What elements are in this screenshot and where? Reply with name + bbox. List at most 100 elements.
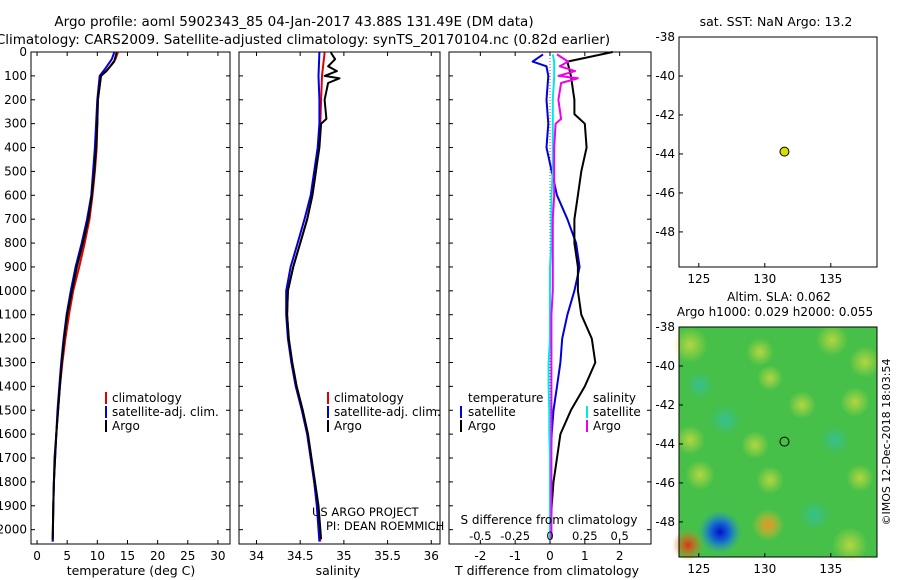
s-tick-label: -0.5	[469, 529, 491, 543]
sla-blob	[675, 425, 705, 455]
legend-label-temp-satellite: satellite	[468, 405, 516, 419]
sla-blob-positive	[672, 529, 704, 561]
map-y-tick-label: -46	[655, 186, 675, 200]
depth-tick-label: 1100	[0, 308, 27, 322]
s-difference-axis-label: S difference from climatology	[461, 513, 638, 527]
depth-tick-label: 600	[4, 188, 27, 202]
map-x-tick-label: 135	[819, 272, 842, 286]
sla-heatmap-anomalies	[672, 324, 881, 563]
map-y-tick-label: -48	[655, 515, 675, 529]
map-y-tick-label: -40	[655, 69, 675, 83]
map-x-tick-label: 130	[753, 562, 776, 576]
x-tick-label: 5	[63, 549, 71, 563]
map-y-tick-label: -46	[655, 476, 675, 490]
depth-tick-label: 300	[4, 117, 27, 131]
x-tick-label: 20	[150, 549, 165, 563]
depth-tick-label: 1700	[0, 451, 27, 465]
legend-label-sal-satellite: satellite	[593, 405, 641, 419]
sla-blob	[816, 324, 848, 356]
depth-tick-label: 800	[4, 236, 27, 250]
depth-tick-label: 200	[4, 93, 27, 107]
sla-heatmap	[672, 324, 881, 563]
map-x-tick-label: 130	[753, 272, 776, 286]
project-credit-line-2: PI: DEAN ROEMMICH	[326, 519, 444, 533]
sst-map-plot: 125 130 135 -38 -40 -42 -44 -46 -48	[655, 30, 842, 286]
map-y-tick-label: -38	[655, 30, 675, 44]
sla-blob	[756, 466, 784, 494]
depth-tick-label: 1200	[0, 332, 27, 346]
difference-salinity-legend: salinity satellite Argo	[586, 391, 641, 433]
sla-blob	[757, 365, 783, 391]
x-tick-label: 35.5	[374, 549, 401, 563]
depth-tick-label: 0	[19, 45, 27, 59]
sla-map-plot: 125 130 135 -38 -40 -42 -44 -46 -48	[655, 320, 842, 576]
map-y-tick-label: -48	[655, 225, 675, 239]
depth-tick-label: 1000	[0, 284, 27, 298]
depth-tick-label: 2000	[0, 523, 27, 537]
series-line-salinity-satellite	[547, 54, 556, 540]
difference-temperature-legend: temperature satellite Argo	[460, 391, 543, 433]
s-tick-label: 0	[546, 529, 553, 543]
t-difference-axis-label: T difference from climatology	[454, 563, 640, 578]
sla-map-title-1: Altim. SLA: 0.062	[727, 290, 831, 304]
legend-label-argo: Argo	[334, 419, 362, 433]
map-y-tick-label: -44	[655, 147, 675, 161]
x-tick-label: 35	[336, 549, 351, 563]
sla-blob	[788, 391, 816, 419]
sst-map-title: sat. SST: NaN Argo: 13.2	[700, 14, 853, 29]
sla-blob	[799, 499, 831, 531]
map-y-tick-label: -42	[655, 398, 675, 412]
s-difference-tick-labels: -0.5 -0.25 0 0.25 0.5	[469, 529, 629, 543]
sla-blob-negative	[698, 510, 742, 554]
sla-blob-positive	[752, 509, 784, 541]
x-tick-label: 15	[120, 549, 135, 563]
difference-profile-plot: -2 -1 0 1 2	[474, 51, 623, 563]
x-tick-label: 34	[249, 549, 264, 563]
sst-map-frame	[678, 36, 878, 268]
sla-blob	[686, 371, 714, 399]
map-y-tick-label: -40	[655, 359, 675, 373]
argo-float-position	[779, 436, 790, 447]
project-credit-line-1: US ARGO PROJECT	[312, 505, 420, 519]
sla-blob	[820, 425, 850, 455]
depth-tick-label: 100	[4, 69, 27, 83]
x-tick-label: 0	[546, 549, 554, 563]
depth-tick-label: 1300	[0, 355, 27, 369]
map-y-tick-label: -44	[655, 437, 675, 451]
legend-label-temp-argo: Argo	[468, 419, 496, 433]
temperature-axis-label: temperature (deg C)	[67, 563, 196, 578]
salinity-axis-label: salinity	[316, 563, 361, 578]
depth-axis: 0 100 200 300 400 500 600 700 800 900 1000 1100 1200…	[0, 45, 651, 537]
map-y-tick-label: -38	[655, 320, 675, 334]
temperature-legend: climatology satellite-adj. clim. Argo	[105, 391, 219, 433]
depth-tick-label: 400	[4, 141, 27, 155]
temperature-profile-plot: 0 5 10 15 20 25 30	[33, 52, 226, 563]
depth-tick-label: 700	[4, 212, 27, 226]
x-tick-label: -1	[509, 549, 521, 563]
s-tick-label: 0.25	[572, 529, 598, 543]
x-tick-label: 1	[581, 549, 589, 563]
s-tick-label: 0.5	[611, 529, 629, 543]
sla-map-frame	[678, 326, 878, 558]
sla-blob	[709, 404, 741, 436]
map-x-tick-label: 135	[819, 562, 842, 576]
series-line-argo	[51, 52, 118, 540]
legend-label-satellite: satellite-adj. clim.	[112, 405, 219, 419]
legend-label-climatology: climatology	[112, 391, 182, 405]
argo-float-position	[779, 146, 790, 157]
header-line-1: Argo profile: aoml 5902343_85 04-Jan-201…	[54, 14, 533, 30]
x-tick-label: 0	[33, 549, 41, 563]
x-tick-label: 34.5	[287, 549, 314, 563]
depth-tick-label: 500	[4, 164, 27, 178]
legend-label-climatology: climatology	[334, 391, 404, 405]
legend-label-sal-argo: Argo	[593, 419, 621, 433]
sla-blob	[849, 346, 881, 378]
x-tick-label: 25	[180, 549, 195, 563]
legend-title-salinity: salinity	[593, 391, 636, 405]
map-x-tick-label: 125	[687, 272, 710, 286]
x-tick-label: 36	[424, 549, 439, 563]
depth-tick-label: 900	[4, 260, 27, 274]
salinity-legend: climatology satellite-adj. clim. Argo	[327, 391, 441, 433]
sla-blob	[746, 338, 774, 366]
series-line-argo	[286, 51, 341, 540]
